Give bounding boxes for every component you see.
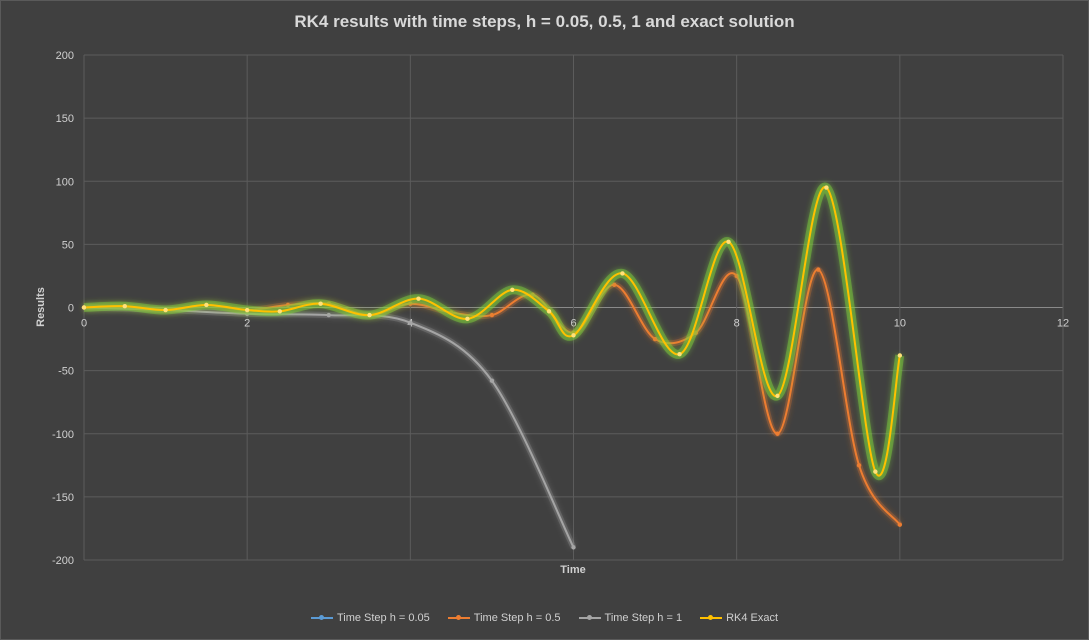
data-point [416,296,421,301]
data-point [571,545,576,550]
legend-label: Time Step h = 1 [604,612,683,624]
x-tick-label: 8 [734,318,740,330]
data-point [824,185,829,190]
data-point [677,352,682,357]
y-tick-label: 50 [62,239,74,251]
y-tick-label: -200 [52,555,74,567]
data-point [465,316,470,322]
x-tick-label: 6 [570,318,576,330]
data-point [897,522,903,527]
y-tick-label: 150 [56,113,74,125]
data-point [620,271,625,276]
series-line [83,306,575,548]
y-tick-label: -150 [52,492,74,504]
series-line [83,186,901,477]
legend-item-h1[interactable]: Time Step h = 1 [578,612,683,624]
data-point [408,320,413,325]
data-point [489,378,495,383]
series-glow [83,304,577,549]
legend-label: RK4 Exact [726,612,779,624]
data-point [546,309,552,314]
x-axis-label: Time [560,564,585,576]
y-axis-label: Results [35,287,47,327]
x-tick-label: 2 [244,318,250,330]
data-point [873,469,878,474]
data-point [81,305,87,310]
legend-label: Time Step h = 0.5 [473,612,561,624]
y-tick-label: 200 [56,50,74,62]
chart-title: RK4 results with time steps, h = 0.05, 0… [294,12,795,31]
x-tick-label: 10 [894,318,906,330]
data-point [775,393,780,399]
data-point [816,267,821,272]
legend-item-h05[interactable]: Time Step h = 0.5 [447,612,561,624]
data-point [612,282,617,287]
data-point [571,333,576,338]
data-point [856,463,862,468]
data-point [726,239,731,245]
y-tick-label: 0 [68,303,74,315]
legend-item-exact[interactable]: RK4 Exact [700,612,778,624]
data-point [163,307,168,313]
legend-swatch-h05 [447,615,470,620]
data-point [244,307,250,313]
data-point [122,304,127,309]
series-2 [81,304,577,550]
x-tick-label: 12 [1057,318,1069,330]
legend: Time Step h = 0.05 Time Step h = 0.5 Tim… [0,612,1089,624]
data-point [367,312,372,318]
legend-label: Time Step h = 0.05 [336,612,430,624]
data-point [489,312,495,318]
legend-swatch-h1 [578,615,601,620]
x-tick-label: 0 [81,318,87,330]
y-tick-label: 100 [56,176,74,188]
legend-swatch-h005 [310,615,333,620]
y-tick-label: -50 [58,366,74,378]
data-point [775,431,780,436]
data-point [318,301,323,306]
data-point [897,353,903,358]
data-point [204,302,209,308]
series-3 [81,183,905,480]
legend-swatch-exact [700,615,723,620]
legend-item-h005[interactable]: Time Step h = 0.05 [310,612,430,624]
data-point [510,287,515,293]
data-point [652,336,658,342]
data-point [277,309,282,314]
y-tick-label: -100 [52,429,74,441]
data-point [326,312,331,318]
